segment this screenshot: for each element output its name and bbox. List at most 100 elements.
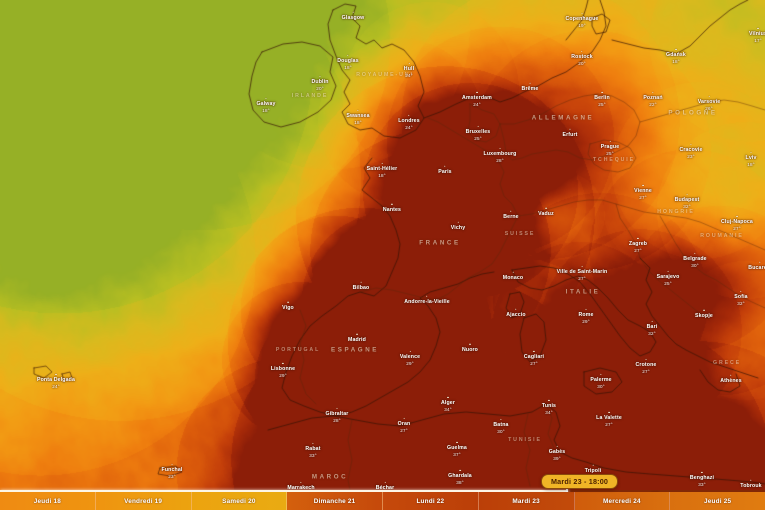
city-label[interactable]: Dublin 20° [311,75,328,91]
time-tooltip[interactable]: Mardi 23 - 18:00 [541,474,619,489]
city-label[interactable]: Bruxelles 25° [466,125,491,141]
city-label[interactable]: Bucarest [748,261,765,272]
city-name: Valence [399,353,421,360]
city-label[interactable]: Andorre-la-Vieille [404,295,450,306]
city-label[interactable]: Cluj-Napoca 27° [721,215,753,231]
city-label[interactable]: Tunis 34° [542,399,556,415]
city-label[interactable]: Tobrouk [740,479,762,490]
timeline-day-2[interactable]: Samedi 20 [191,492,288,510]
city-label[interactable]: Crotone 27° [636,358,657,374]
city-label[interactable]: Ville de Saint-Marin 27° [557,265,608,281]
city-temperature: 32° [648,330,656,336]
city-temperature: 27° [530,360,538,366]
day-timeline[interactable]: Jeudi 18 Vendredi 19 Samedi 20 Dimanche 21 L… [0,492,765,510]
city-label[interactable]: Berlin 25° [594,91,610,107]
city-label[interactable]: La Valette 27° [596,411,622,427]
city-label[interactable]: Prague 25° [601,140,620,156]
city-temperature: 20° [578,60,586,66]
timeline-day-1[interactable]: Vendredi 19 [95,492,192,510]
city-label[interactable]: Gabès 39° [549,445,566,461]
city-temperature: 25° [664,280,672,286]
city-label[interactable]: Brême [522,82,539,93]
city-label[interactable]: Amsterdam 24° [462,91,492,107]
city-label[interactable]: Benghazi 33° [690,471,714,487]
city-label[interactable]: Paris [438,165,452,176]
city-label[interactable]: Monaco [503,271,524,282]
city-name: Vigo [282,304,294,311]
city-marker-dot [548,399,550,402]
city-label[interactable]: Bilbao [353,281,370,292]
city-temperature: 27° [578,275,586,281]
city-label[interactable]: Erfurt [562,128,577,139]
city-label[interactable]: Rome 29° [578,308,593,324]
city-label[interactable]: Skopje [695,309,713,320]
city-label[interactable]: Batna 30° [493,418,508,434]
city-label[interactable]: Rabat 33° [305,442,320,458]
city-label[interactable]: Madrid [348,333,366,344]
city-label[interactable]: Hull 24° [404,62,414,78]
city-label[interactable]: Oran 27° [398,417,411,433]
city-marker-dot [457,221,459,224]
city-label[interactable]: Palerme 30° [590,373,612,389]
city-label[interactable]: Guelma 37° [447,441,467,457]
city-label[interactable]: Ponta Delgada 24° [37,373,75,389]
city-label[interactable]: Sarajevo 25° [657,270,680,286]
city-label[interactable]: Vienne 27° [634,184,652,200]
city-label[interactable]: Luxembourg 28° [484,147,517,163]
city-label[interactable]: Ghardaïa 38° [448,469,472,485]
city-label[interactable]: Vichy [450,221,466,232]
city-label[interactable]: Douglas 18° [337,54,359,70]
city-label[interactable]: Ajaccio [506,308,526,319]
city-label[interactable]: Alger 34° [441,396,455,412]
city-label[interactable]: Belgrade 30° [683,252,707,268]
city-label[interactable]: Varsovie 26° [698,95,721,111]
city-label[interactable]: Vigo [282,301,294,312]
city-label[interactable]: Bari 32° [647,320,658,336]
city-label[interactable]: Zagreb 27° [629,237,647,253]
city-name: Bucarest [748,264,765,271]
city-label[interactable]: Cracovie 23° [679,143,702,159]
city-label[interactable]: Lisbonne 29° [271,362,295,378]
city-name: Vichy [450,224,466,231]
city-label[interactable]: Athènes [720,374,742,385]
city-temperature: 25° [474,135,482,141]
timeline-day-label: Jeudi 25 [704,497,732,505]
city-label[interactable]: Nuoro [462,343,478,354]
city-label[interactable]: Copenhague 19° [566,12,599,28]
city-label[interactable]: Gdańsk 18° [666,48,686,64]
timeline-scrubber-track[interactable] [0,489,765,494]
city-label[interactable]: Funchal 23° [162,463,183,479]
city-label[interactable]: Berne [503,210,519,221]
timeline-day-5[interactable]: Mardi 23 [478,492,575,510]
city-label[interactable]: Tripoli [585,464,602,475]
city-label[interactable]: Londres 24° [398,114,420,130]
city-label[interactable]: Valence 29° [399,350,421,366]
timeline-day-6[interactable]: Mercredi 24 [574,492,671,510]
timeline-scrubber-handle[interactable] [566,489,569,494]
city-name: Nantes [382,206,402,213]
city-label[interactable]: Glasgow [342,11,365,22]
city-label[interactable]: Vilnius17° [749,27,765,43]
city-label[interactable]: Galway 18° [256,97,275,113]
city-label[interactable]: Nantes [382,203,402,214]
city-label[interactable]: Gibraltar 28° [326,407,349,423]
city-marker-dot [336,407,338,410]
city-label[interactable]: Swansea 18° [346,109,369,125]
city-label[interactable]: Vaduz [538,207,554,218]
timeline-day-7[interactable]: Jeudi 25 [670,492,765,510]
city-name: Palerme [590,376,612,383]
city-label[interactable]: Lviv 18° [746,151,757,167]
city-temperature: 30° [691,262,699,268]
city-marker-dot [609,140,611,143]
city-label[interactable]: Sofia 32° [734,290,748,306]
timeline-day-4[interactable]: Lundi 22 [383,492,479,510]
city-label[interactable]: Saint-Hélier 18° [367,162,398,178]
city-label[interactable]: Budapest 32° [675,193,700,209]
timeline-day-3[interactable]: Dimanche 21 [287,492,383,510]
timeline-day-0[interactable]: Jeudi 18 [0,492,96,510]
city-label[interactable]: Cagliari 27° [524,350,544,366]
city-label[interactable]: Poznań 22° [643,91,663,107]
city-marker-dot [730,374,732,377]
city-label[interactable]: Rostock 20° [571,50,593,66]
